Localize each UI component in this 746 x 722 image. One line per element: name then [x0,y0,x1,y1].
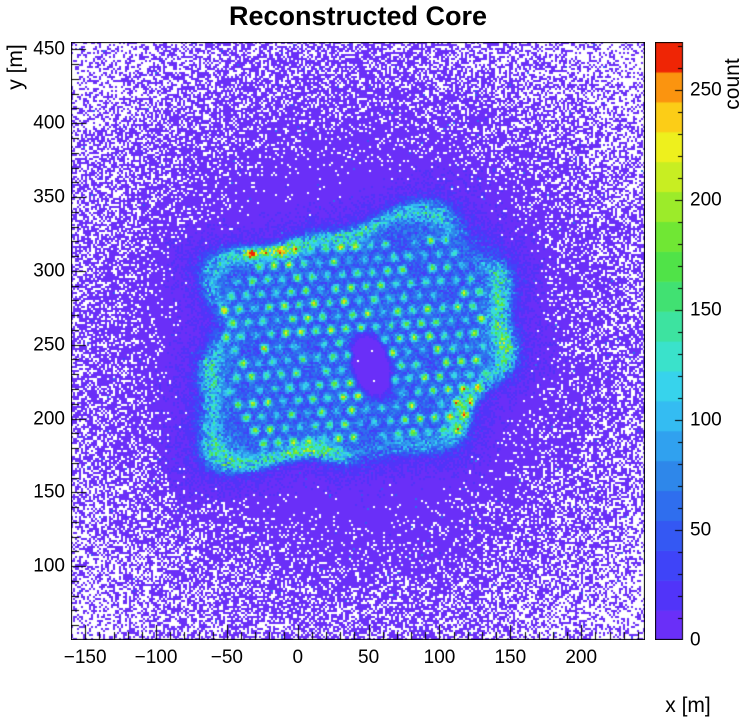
x-tick-label: −150 [63,647,107,668]
y-tick-label: 450 [33,38,65,60]
x-axis-title: x [m] [665,694,711,717]
y-tick-label: 250 [33,334,65,356]
y-tick-label: 100 [33,555,65,577]
heatmap-plot [71,42,645,640]
colorbar [655,42,695,640]
colorbar-tick-label: 200 [690,189,722,211]
colorbar-tick-label: 100 [690,409,722,431]
x-tick-label: −100 [134,647,178,668]
x-tick-label: 200 [565,647,598,668]
y-tick-label: 400 [33,112,65,134]
x-tick-label: 50 [358,647,380,668]
x-tick-label: 150 [494,647,527,668]
x-tick-label: −50 [210,647,244,668]
y-tick-label: 200 [33,408,65,430]
colorbar-tick-label: 150 [690,299,722,321]
colorbar-tick-label: 250 [690,79,722,101]
x-tick-label: 100 [423,647,456,668]
x-tick-label: 0 [292,647,304,668]
y-tick-label: 350 [33,186,65,208]
y-tick-label: 150 [33,481,65,503]
colorbar-tick-label: 0 [690,629,701,651]
y-tick-label: 300 [33,260,65,282]
chart-title: Reconstructed Core [228,1,488,31]
colorbar-tick-label: 50 [690,519,712,541]
colorbar-title: count [721,58,744,110]
